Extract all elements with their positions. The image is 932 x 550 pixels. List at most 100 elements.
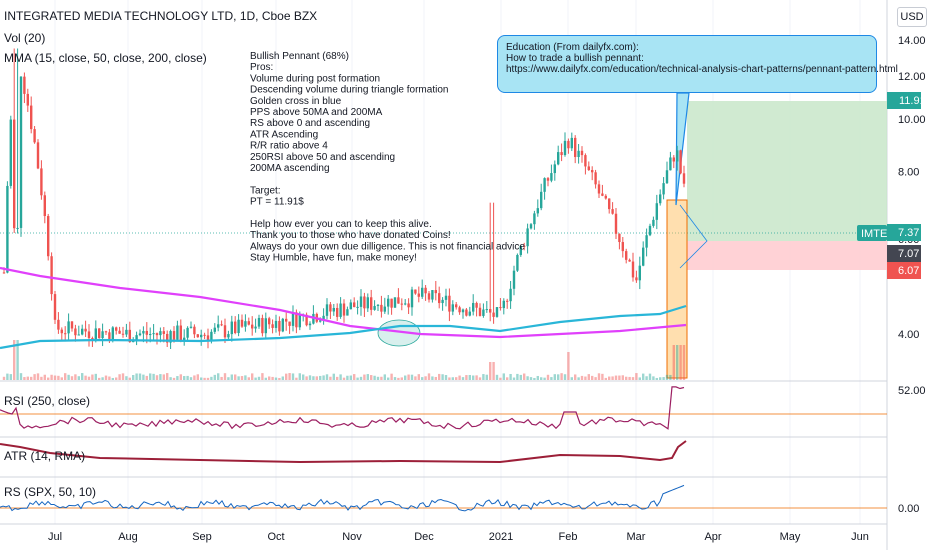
volume-bar (217, 373, 220, 380)
candle-body (478, 307, 482, 316)
candle-body (353, 302, 356, 308)
candle-body (584, 155, 587, 167)
note-line: 250RSI above 50 and ascending (250, 152, 395, 163)
volume-bar (179, 374, 182, 380)
note-line: Volume during post formation (250, 73, 380, 84)
candle-body (104, 331, 108, 333)
volume-bar (645, 376, 648, 380)
svg-text:IMTE: IMTE (861, 228, 887, 240)
candle-body (234, 321, 237, 334)
volume-bar (142, 374, 145, 380)
volume-bar (349, 375, 352, 380)
volume-bar (234, 374, 237, 380)
currency-button[interactable]: USD (897, 7, 927, 27)
candle-body (206, 335, 210, 341)
volume-bar (115, 377, 118, 380)
candle-body (47, 216, 50, 257)
volume-bar (468, 374, 471, 380)
volume-bar (353, 374, 356, 380)
volume-bar (125, 376, 128, 380)
volume-bar (417, 374, 420, 380)
target-zone (687, 101, 887, 241)
volume-bar (543, 377, 546, 380)
candle-body (9, 119, 12, 186)
volume-bar (570, 377, 573, 380)
volume-bar (247, 377, 250, 380)
candle-body (682, 173, 686, 184)
candle-body (485, 309, 488, 311)
time-tick: Apr (704, 531, 721, 543)
volume-bar (169, 377, 172, 380)
ma-200-line (0, 266, 687, 339)
volume-bar (489, 362, 492, 380)
candle-body (455, 304, 458, 308)
volume-bar (461, 377, 465, 380)
candle-body (495, 307, 499, 317)
candle-body (370, 297, 373, 310)
candle-body (546, 178, 550, 181)
candle-body (475, 302, 478, 308)
volume-bar (315, 376, 318, 380)
volume-bar (152, 373, 155, 380)
volume-bar (631, 377, 635, 380)
volume-bar (465, 375, 468, 380)
candle-body (308, 323, 312, 326)
volume-bar (281, 376, 284, 380)
svg-text:6.07: 6.07 (898, 265, 919, 277)
candle-body (679, 150, 682, 174)
candle-body (383, 306, 386, 312)
candles (2, 48, 686, 350)
volume-bar (523, 373, 526, 380)
candle-body (543, 178, 546, 192)
candle-body (36, 142, 40, 169)
candle-body (448, 295, 451, 312)
volume-bar (200, 377, 203, 380)
volume-bar (121, 373, 125, 380)
volume-bar (438, 373, 441, 380)
candle-body (390, 298, 393, 308)
volume-bar (540, 377, 543, 380)
volume-bar (196, 374, 199, 380)
volume-bar (342, 377, 346, 380)
candle-body (281, 318, 284, 332)
volume-bar (240, 376, 244, 380)
candle-body (6, 185, 9, 273)
candle-body (108, 332, 111, 341)
volume-bar (356, 377, 359, 380)
volume-bar (560, 373, 563, 380)
volume-bar (407, 374, 410, 380)
note-line: Bullish Pennant (68%) (250, 51, 349, 62)
candle-body (138, 333, 142, 336)
volume-bar (254, 377, 257, 380)
volume-bar (376, 376, 380, 380)
candle-body (665, 170, 669, 184)
volume-bar (257, 376, 261, 380)
volume-bar (383, 374, 386, 380)
candle-body (135, 335, 138, 340)
volume-bar (261, 373, 264, 380)
time-tick: Dec (414, 531, 434, 543)
candle-body (516, 254, 519, 271)
candle-body (271, 324, 274, 328)
volume-bar (203, 377, 206, 380)
candle-body (397, 297, 400, 304)
candle-body (111, 327, 114, 341)
candle-body (652, 219, 655, 226)
volume-bar (230, 374, 233, 380)
candle-body (540, 191, 543, 209)
volume-bar (478, 377, 482, 380)
rsi-axis-tick: 52.00 (898, 385, 926, 397)
volume-bar (346, 375, 349, 380)
volume-bar (587, 374, 590, 380)
volume-bar (414, 376, 417, 380)
volume-bar (441, 374, 444, 380)
candle-body (672, 157, 675, 162)
candle-body (53, 294, 57, 320)
volume-bar (268, 376, 271, 380)
candle-body (346, 309, 349, 316)
candle-body (427, 293, 431, 300)
callout-link[interactable]: https://www.dailyfx.com/education/techni… (506, 64, 898, 75)
candle-body (257, 317, 261, 327)
volume-bar (339, 374, 342, 380)
